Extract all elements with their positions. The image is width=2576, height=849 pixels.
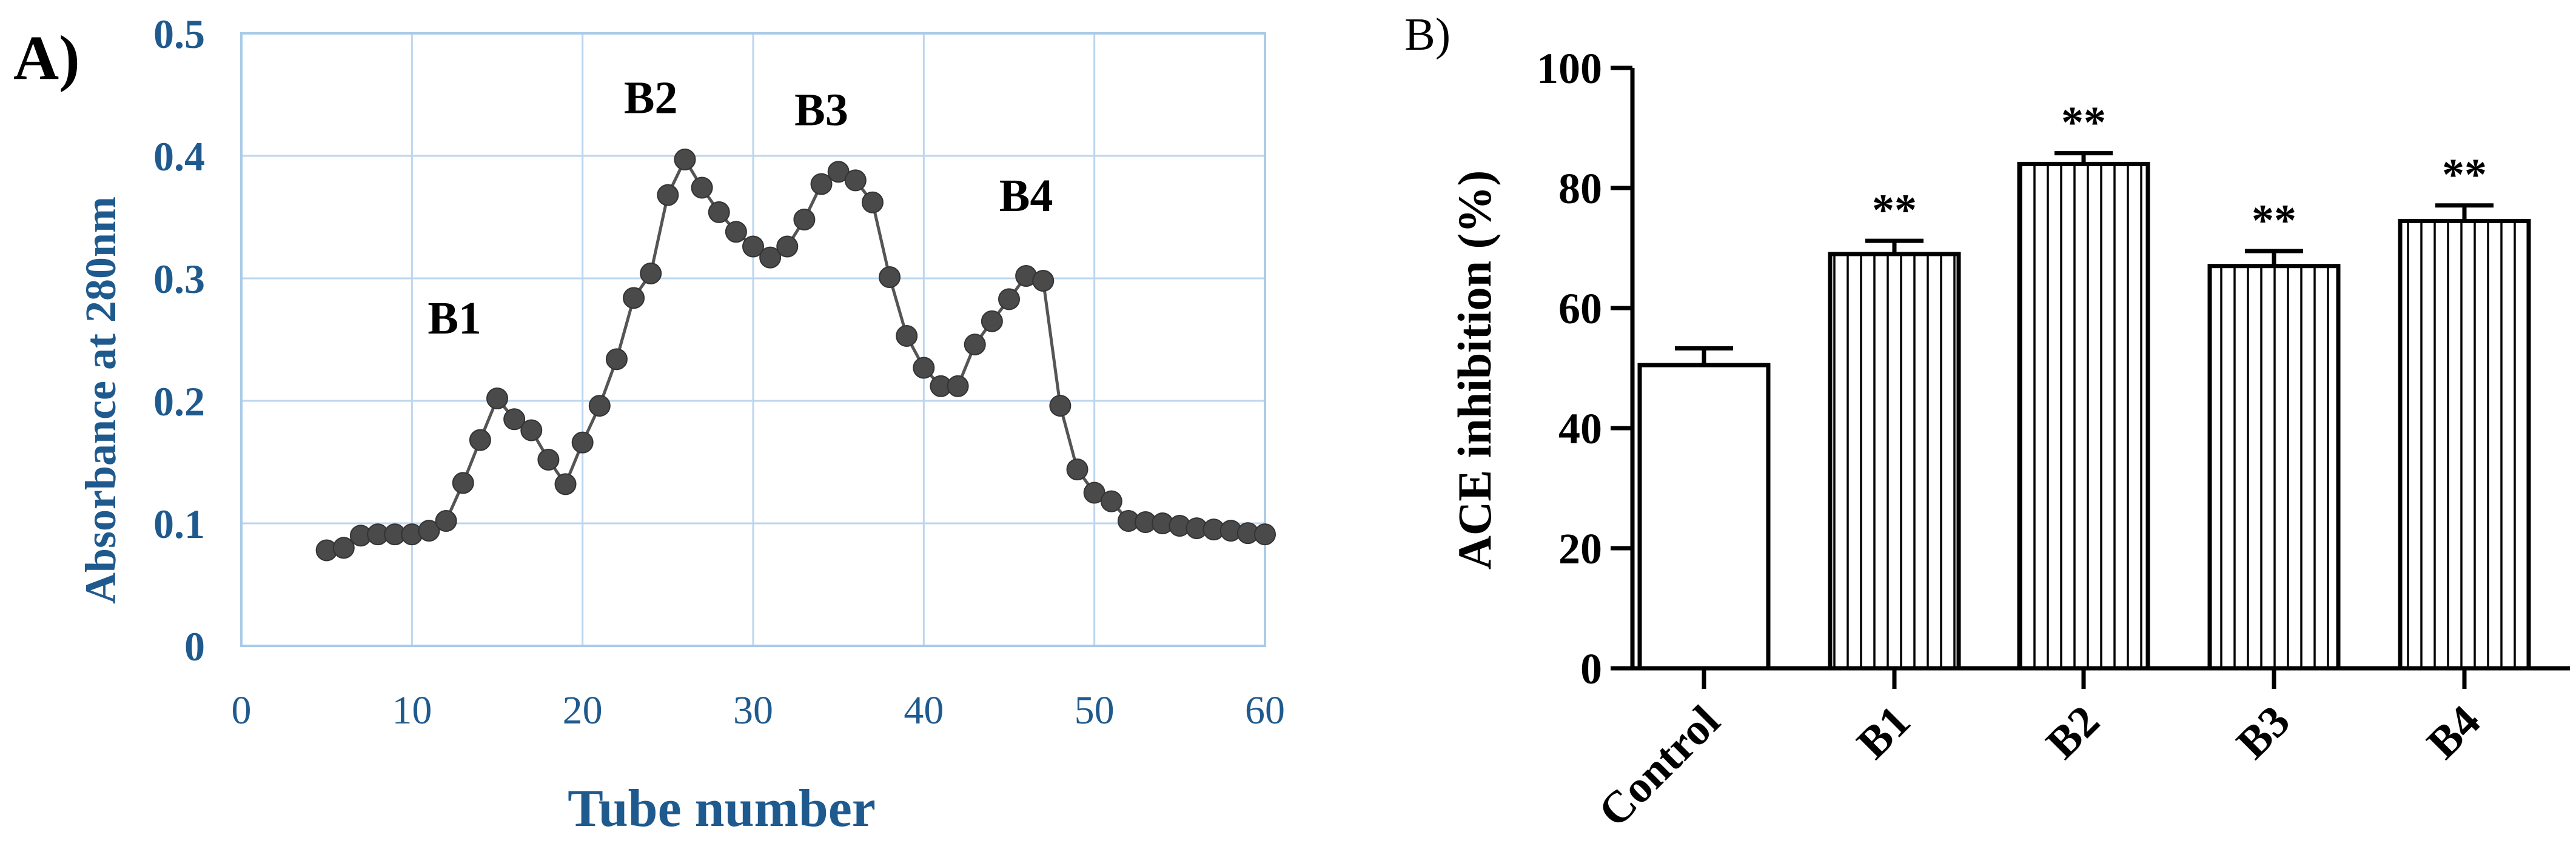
panel-b-bar-b4 xyxy=(2398,218,2531,671)
panel-a-data-point xyxy=(418,520,440,542)
panel-b-bar-b2 xyxy=(2017,161,2150,671)
panel-b-significance-mark: ** xyxy=(2442,150,2487,200)
panel-a-y-tick-label: 0.1 xyxy=(153,501,205,547)
panel-a-data-point xyxy=(1254,523,1276,546)
panel-a-data-point xyxy=(674,149,696,171)
panel-b-y-tick-label: 100 xyxy=(1537,44,1602,93)
panel-a-y-axis-label: Absorbance at 280nm xyxy=(76,196,125,604)
panel-b-y-tick-label: 60 xyxy=(1558,284,1602,333)
panel-b-x-tick-label: B1 xyxy=(1848,696,1920,768)
panel-a-data-point xyxy=(520,419,543,441)
panel-a-data-point xyxy=(554,473,577,495)
panel-a-data-point xyxy=(640,262,662,284)
panel-a-y-tick-label: 0.3 xyxy=(153,256,205,302)
panel-b-y-tick-label: 0 xyxy=(1580,645,1602,693)
panel-a-data-point xyxy=(571,431,594,454)
panel-a-x-tick-label: 10 xyxy=(392,688,432,733)
panel-a-peak-label: B1 xyxy=(428,293,481,344)
panel-a-data-point xyxy=(844,169,867,192)
panel-a-data-point xyxy=(861,191,884,213)
panel-a-data-point xyxy=(435,509,457,532)
panel-a-peak-label: B4 xyxy=(999,170,1053,221)
panel-a-y-tick-label: 0.5 xyxy=(153,11,205,57)
panel-b-error-bars xyxy=(1675,151,2494,366)
panel-a-y-tick-labels: 0 0.1 0.2 0.3 0.4 0.5 xyxy=(153,11,205,669)
panel-a-data-point xyxy=(776,235,799,258)
panel-a-peak-label: B2 xyxy=(624,72,678,123)
panel-a-data-point xyxy=(1066,458,1088,481)
panel-a-data-point xyxy=(486,387,508,409)
panel-a-data-point xyxy=(1032,270,1055,292)
panel-b-significance-mark: ** xyxy=(2061,98,2106,148)
panel-a-data-point xyxy=(469,429,491,451)
panel-a-plot-frame xyxy=(240,32,1266,647)
panel-b-x-tick-label: B3 xyxy=(2227,696,2299,768)
panel-b-x-tick-label: B4 xyxy=(2418,696,2490,768)
panel-a-data-point xyxy=(981,310,1003,332)
panel-b-bar-b3 xyxy=(2207,264,2341,671)
panel-a-label: A) xyxy=(13,23,80,93)
panel-a-data-point xyxy=(947,375,969,397)
panel-b-significance-mark: ** xyxy=(2252,196,2296,246)
panel-a-data-point xyxy=(810,173,833,195)
panel-a-data-point xyxy=(332,537,355,559)
panel-a-y-tick-label: 0.4 xyxy=(153,133,205,180)
panel-a-data-points xyxy=(315,149,1276,562)
panel-a-peak-annotations: B1 B2 B3 B4 xyxy=(428,72,1053,344)
panel-a-x-tick-label: 40 xyxy=(904,688,944,733)
panel-a-x-tick-label: 20 xyxy=(563,688,603,733)
panel-b-y-tick-label: 20 xyxy=(1558,525,1602,573)
panel-a-data-point xyxy=(793,209,816,231)
panel-a-data-point xyxy=(725,221,747,243)
panel-b-y-ticks: 0 20 40 60 80 100 xyxy=(1537,44,1632,693)
panel-a-x-tick-label: 30 xyxy=(733,688,773,733)
panel-a-x-tick-labels: 0 10 20 30 40 50 60 xyxy=(232,688,1286,733)
panel-b-x-ticks: Control B1 B2 B3 B4 xyxy=(1589,668,2490,836)
panel-a-data-point xyxy=(913,357,935,379)
panel-a-data-point xyxy=(1100,490,1122,512)
panel-b-y-tick-label: 40 xyxy=(1558,404,1602,453)
panel-b-x-tick-label: B2 xyxy=(2037,696,2109,768)
panel-a-line-chart: A) 0 0.1 0.2 0.3 0.4 0.5 0 10 20 30 40 50 60 B1 B2 B3… xyxy=(13,11,1285,838)
panel-b-bar-b1 xyxy=(1828,252,1961,671)
panel-a-data-point xyxy=(742,235,764,258)
panel-a-data-point xyxy=(623,287,645,309)
panel-b-bars xyxy=(1637,161,2531,671)
panel-a-data-point xyxy=(588,395,611,417)
panel-b-significance-marks: ** ** ** ** xyxy=(1872,98,2487,246)
panel-b-bar-chart: B) ** ** ** ** 0 20 40 60 80 100 Control B1 B2 B3 B4… xyxy=(1404,9,2570,836)
panel-b-y-tick-label: 80 xyxy=(1558,164,1602,213)
panel-a-gridlines xyxy=(241,33,1265,646)
panel-a-x-axis-label: Tube number xyxy=(568,779,876,838)
panel-a-data-point xyxy=(759,246,782,269)
panel-a-data-point xyxy=(879,266,901,288)
panel-a-data-point xyxy=(657,184,679,206)
panel-a-data-point xyxy=(691,176,713,199)
panel-b-significance-mark: ** xyxy=(1872,186,1917,235)
panel-a-x-tick-label: 50 xyxy=(1075,688,1115,733)
panel-a-y-tick-label: 0.2 xyxy=(153,378,205,424)
panel-a-x-tick-label: 0 xyxy=(232,688,252,733)
panel-a-data-point xyxy=(452,472,474,494)
panel-a-data-point xyxy=(1049,395,1072,417)
panel-a-data-point xyxy=(537,448,560,471)
panel-a-y-tick-label: 0 xyxy=(184,623,205,669)
panel-b-y-axis-label: ACE inhibition (%) xyxy=(1448,170,1501,570)
panel-b-x-tick-label: Control xyxy=(1589,696,1729,836)
panel-a-data-point xyxy=(964,334,986,356)
panel-a-x-tick-label: 60 xyxy=(1245,688,1285,733)
panel-a-data-point xyxy=(896,324,918,347)
panel-a-data-point xyxy=(998,288,1020,310)
panel-b-label: B) xyxy=(1404,9,1451,60)
panel-a-data-point xyxy=(605,348,628,371)
panel-a-data-point xyxy=(503,408,526,431)
panel-b-bar-control xyxy=(1637,363,1771,671)
panel-a-data-point xyxy=(708,201,730,223)
panel-a-peak-label: B3 xyxy=(794,85,848,136)
